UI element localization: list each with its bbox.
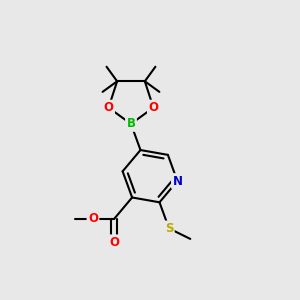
Text: O: O xyxy=(148,101,158,114)
Text: B: B xyxy=(127,117,136,130)
Text: S: S xyxy=(165,222,173,235)
Text: O: O xyxy=(109,236,119,249)
Text: O: O xyxy=(103,101,114,114)
Text: O: O xyxy=(88,212,98,225)
Text: N: N xyxy=(172,175,182,188)
